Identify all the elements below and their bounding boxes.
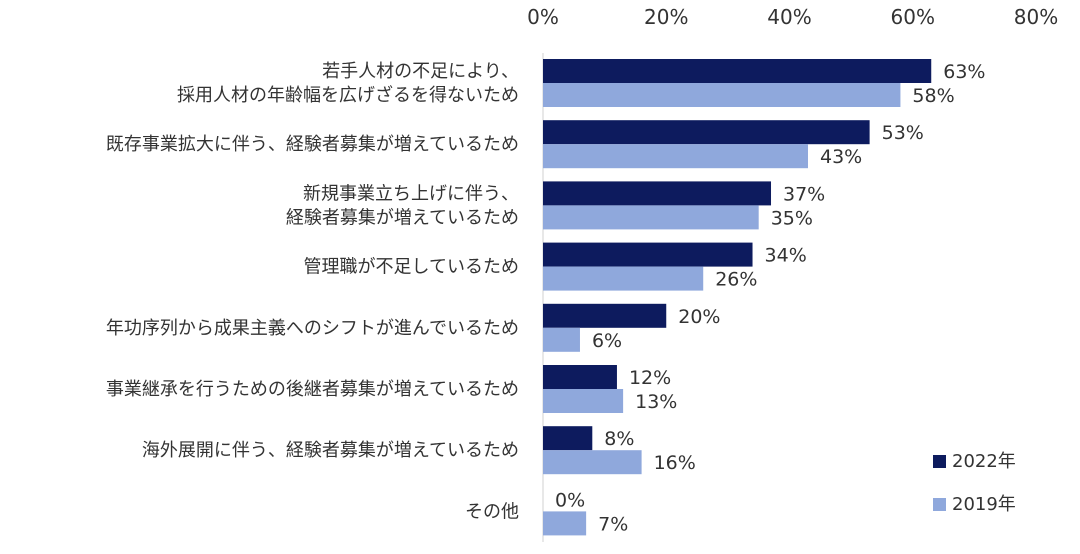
bar-series-1: [543, 242, 753, 267]
category-labels: 若手人材の不足により、採用人材の年齢幅を広げざるを得ないため既存事業拡大に伴う、…: [106, 61, 519, 522]
legend-swatch: [933, 498, 946, 511]
category-label: 新規事業立ち上げに伴う、経験者募集が増えているため: [286, 183, 519, 228]
bar-series-1: [543, 120, 870, 145]
x-tick-label: 20%: [644, 5, 688, 29]
category-label: その他: [465, 501, 519, 522]
data-label: 13%: [635, 391, 677, 413]
x-axis-ticks: 0% 20% 40% 60% 80%: [527, 5, 1058, 29]
bar-series-2: [543, 144, 808, 169]
bar-series-2: [543, 511, 587, 536]
data-label: 16%: [654, 452, 696, 474]
category-label: 年功序列から成果主義へのシフトが進んでいるため: [106, 318, 519, 339]
bar-series-2: [543, 266, 704, 291]
data-label: 7%: [598, 513, 628, 535]
category-label: 事業継承を行うための後継者募集が増えているため: [106, 379, 519, 400]
data-label: 6%: [592, 330, 622, 352]
category-label: 既存事業拡大に伴う、経験者募集が増えているため: [106, 134, 519, 155]
data-label: 0%: [555, 489, 585, 511]
data-label: 12%: [629, 367, 671, 389]
bar-series-2: [543, 83, 901, 107]
value-labels: 63% 53% 37% 34% 20% 12% 8% 0% 58% 43% 35% 26% 6% 13% 1…: [555, 61, 985, 535]
bar-series-1: [543, 426, 593, 451]
data-label: 58%: [912, 85, 954, 107]
bar-series-1: [543, 303, 667, 328]
data-label: 20%: [678, 306, 720, 328]
data-label: 34%: [765, 245, 807, 267]
bar-series-1: [543, 181, 772, 206]
legend-label: 2022年: [952, 451, 1016, 472]
x-tick-label: 40%: [767, 5, 811, 29]
data-label: 43%: [820, 146, 862, 168]
data-label: 35%: [771, 207, 813, 229]
bar-series-2: [543, 450, 642, 475]
x-tick-label: 60%: [891, 5, 935, 29]
data-label: 37%: [783, 183, 825, 205]
category-label: 若手人材の不足により、採用人材の年齢幅を広げざるを得ないため: [177, 61, 519, 106]
bar-series-2: [543, 205, 759, 230]
x-tick-label: 0%: [527, 5, 559, 29]
bar-series-1: [543, 365, 617, 389]
bar-series-1: [543, 59, 932, 83]
data-label: 53%: [882, 122, 924, 144]
legend: 2022年 2019年: [933, 451, 1016, 515]
data-label: 8%: [604, 428, 634, 450]
bar-series-2: [543, 327, 580, 352]
data-label: 26%: [715, 269, 757, 291]
data-label: 63%: [943, 61, 985, 83]
legend-label: 2019年: [952, 494, 1016, 515]
x-tick-label: 80%: [1014, 5, 1058, 29]
category-label: 管理職が不足しているため: [304, 257, 519, 278]
legend-swatch: [933, 455, 946, 468]
bar-series-2: [543, 389, 624, 413]
bars: [543, 59, 932, 536]
category-label: 海外展開に伴う、経験者募集が増えているため: [142, 440, 519, 461]
